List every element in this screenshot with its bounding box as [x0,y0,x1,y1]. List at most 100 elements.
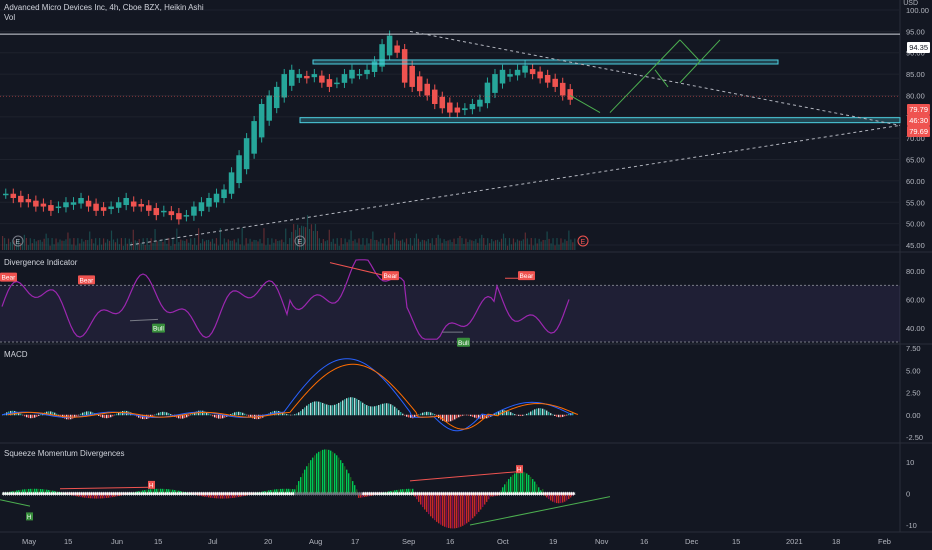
squeeze-dot: ✱ [388,492,393,498]
volume-bar [249,238,251,250]
volume-bar [524,232,526,250]
squeeze-dot: ✱ [292,492,297,498]
macd-histogram-bar [300,410,302,416]
time-axis-label: Nov [595,537,609,546]
macd-histogram-bar [142,414,144,420]
squeeze-bar [432,493,434,519]
macd-histogram-bar [428,411,430,416]
last-price-tag: 79.79 [907,104,930,115]
macd-histogram-bar [544,409,546,416]
macd-histogram-bar [468,414,470,416]
squeeze-bar [524,472,526,494]
squeeze-bar [568,493,570,500]
volume-bar [318,238,320,250]
macd-histogram-bar [308,404,310,416]
macd-histogram-bar [494,413,496,416]
squeeze-dot: ✱ [160,492,165,498]
squeeze-dot: ✱ [126,492,131,498]
squeeze-bar [266,490,268,494]
squeeze-bar [230,493,232,499]
macd-histogram-bar [422,412,424,416]
macd-histogram-bar [156,413,158,416]
macd-histogram-bar [378,405,380,416]
volume-bar [241,228,243,250]
volume-bar [386,245,388,250]
squeeze-bar [328,449,330,494]
volume-bar [273,242,275,250]
time-axis-label: Sep [402,537,415,546]
volume-bar [447,240,449,250]
volume-bar [287,244,289,250]
volume-bar [528,244,530,250]
macd-histogram-bar [516,414,518,416]
volume-bar [85,239,87,250]
squeeze-bar [162,488,164,494]
candle-body [213,193,220,203]
squeeze-bar [82,493,84,498]
squeeze-bar [274,489,276,494]
volume-bar [37,240,39,250]
volume-bar [75,245,77,250]
squeeze-bar [216,493,218,499]
volume-bar [289,238,291,250]
squeeze-dot: ✱ [338,492,343,498]
squeeze-bar [200,493,202,496]
squeeze-bar [380,493,382,494]
macd-histogram-bar [298,412,300,416]
volume-bar [293,224,295,250]
squeeze-bar [112,493,114,498]
volume-bar [372,231,374,250]
projection-arrow-0 [569,95,601,113]
squeeze-dot: ✱ [348,492,353,498]
candle-body [529,69,536,75]
squeeze-bar [36,488,38,494]
squeeze-bar [298,481,300,494]
squeeze-bar [250,493,252,495]
squeeze-tick-label: 0 [906,490,910,499]
candle-body [304,75,310,79]
macd-histogram-bar [114,414,116,416]
squeeze-dot: ✱ [176,492,181,498]
chart-title: Advanced Micro Devices Inc, 4h, Cboe BZX… [4,3,204,12]
macd-histogram-bar [302,409,304,416]
macd-histogram-bar [522,414,524,416]
squeeze-bar [382,492,384,494]
macd-histogram-bar [454,414,456,420]
squeeze-dot: ✱ [136,492,141,498]
candle-body [3,193,9,196]
candle-body [454,107,461,113]
candle-body [364,69,370,75]
volume-bar [526,238,528,250]
squeeze-bar [450,493,452,529]
squeeze-bar [360,493,362,498]
volume-bar [158,240,160,250]
candle-body [266,95,272,121]
squeeze-dot: ✱ [12,492,17,498]
squeeze-dot: ✱ [162,492,167,498]
volume-bar [481,234,483,250]
volume-bar [192,244,194,250]
volume-bar [443,239,445,250]
volume-bar [338,245,340,250]
volume-bar [483,238,485,250]
squeeze-dot: ✱ [330,492,335,498]
volume-bar [556,238,558,250]
macd-histogram-bar [24,414,26,417]
squeeze-bar [464,493,466,525]
volume-bar [320,243,322,250]
volume-bar [548,238,550,250]
candle-body [416,76,423,92]
volume-bar [411,245,414,250]
squeeze-dot: ✱ [522,492,527,498]
squeeze-bar [98,493,100,499]
volume-bar [522,239,524,250]
macd-histogram-bar [364,404,366,416]
squeeze-bar [320,450,322,494]
macd-histogram-bar [210,414,212,416]
squeeze-bar [396,489,398,494]
volume-bar [190,238,192,250]
candle-body [85,200,92,207]
volume-bar [540,241,542,250]
squeeze-bar [150,489,152,494]
macd-histogram-bar [380,404,382,416]
